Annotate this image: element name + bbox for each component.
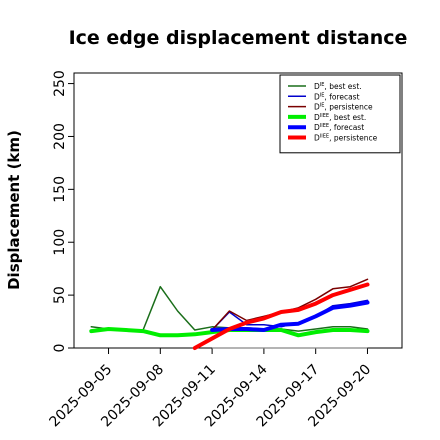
y-tick-label: 100 (52, 229, 68, 256)
chart-title: Ice edge displacement distance (69, 27, 408, 49)
series-line (192, 282, 370, 350)
y-tick-label: 150 (52, 176, 68, 203)
legend-label: DIE, best est. (314, 82, 362, 91)
legend: DIE, best est.DIE, forecast DIE, persiste… (279, 74, 401, 154)
series-line (210, 300, 370, 332)
y-tick-label: 250 (52, 70, 68, 97)
y-axis: 0 50 100 150 200 250 (52, 70, 74, 352)
x-axis: 2025-09-052025-09-082025-09-112025-09-14… (47, 348, 374, 430)
y-tick-label: 0 (52, 344, 68, 353)
legend-label: DIE, forecast (314, 92, 360, 101)
legend-label: DIIEE, best est. (314, 113, 366, 122)
legend-label: DIIEE, persistence (314, 134, 378, 143)
y-tick-label: 50 (52, 286, 68, 304)
y-axis-label: Displacement (km) (5, 130, 23, 290)
legend-box (279, 74, 401, 154)
y-tick-label: 200 (52, 123, 68, 150)
legend-label: DIIEE, forecast (314, 123, 364, 132)
legend-label: DIE, persistence (314, 103, 373, 112)
series-layer (89, 278, 370, 350)
